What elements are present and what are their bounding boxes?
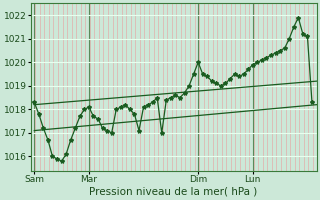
X-axis label: Pression niveau de la mer( hPa ): Pression niveau de la mer( hPa ) [90, 187, 258, 197]
